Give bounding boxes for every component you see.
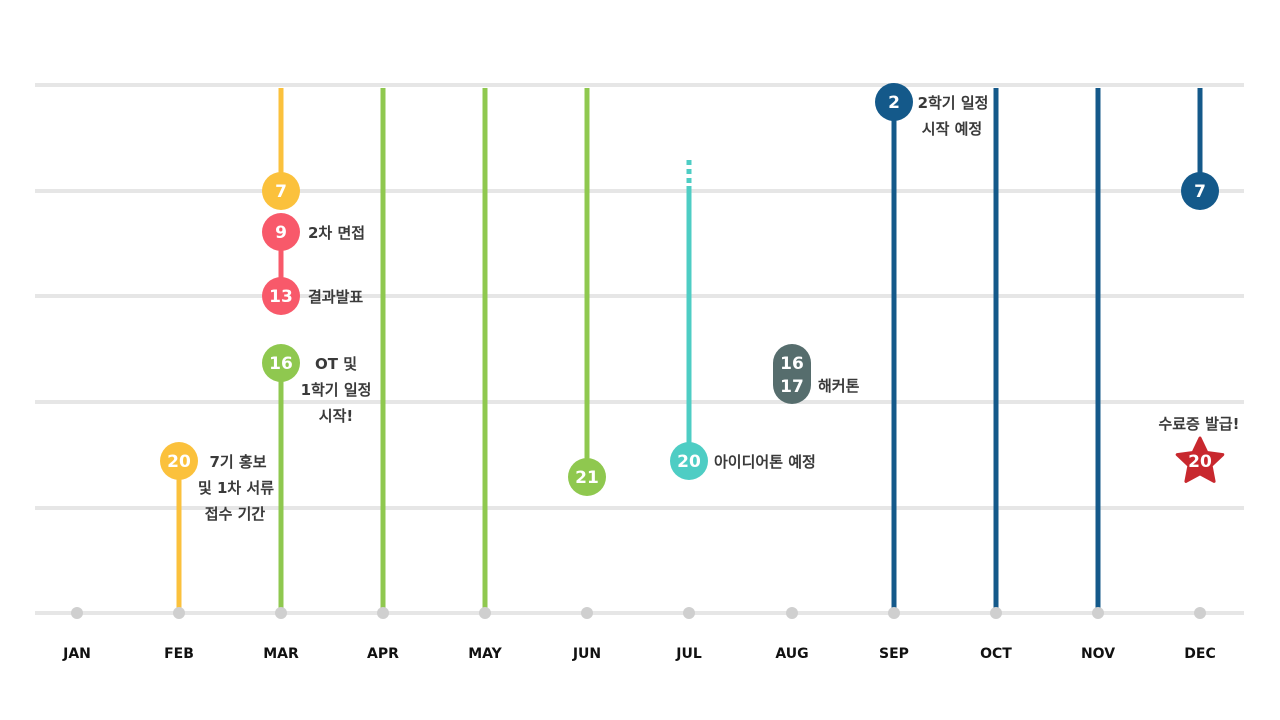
event-day: 21	[575, 468, 599, 488]
month-label-aug: AUG	[775, 646, 808, 662]
month-dot-apr	[377, 607, 389, 619]
event-dec-7: 7	[1181, 172, 1219, 210]
month-label-jun: JUN	[572, 646, 601, 662]
month-dot-aug	[786, 607, 798, 619]
event-marker	[875, 83, 913, 121]
event-marker	[262, 344, 300, 382]
event-mar-13: 13 결과발표	[262, 277, 363, 315]
month-labels: JAN FEB MAR APR MAY JUN JUL AUG SEP OCT …	[62, 646, 1216, 662]
month-dot-may	[479, 607, 491, 619]
event-day: 16	[780, 354, 804, 374]
event-day: 9	[275, 223, 287, 243]
month-label-mar: MAR	[263, 646, 299, 662]
event-dec-20: 수료증 발급! 20	[1158, 415, 1240, 483]
event-label-line: 시작 예정	[922, 120, 982, 138]
month-label-may: MAY	[468, 646, 502, 662]
month-dot-feb	[173, 607, 185, 619]
month-dot-oct	[990, 607, 1002, 619]
month-dot-sep	[888, 607, 900, 619]
event-label-line: 수료증 발급!	[1158, 415, 1239, 433]
month-dot-jun	[581, 607, 593, 619]
event-feb-20: 20 7기 홍보 및 1차 서류 접수 기간	[160, 442, 274, 523]
event-label-line: 2학기 일정	[918, 94, 989, 112]
events: 20 7기 홍보 및 1차 서류 접수 기간 7 9 2차 면접 13 결과발표…	[160, 83, 1240, 523]
event-sep-2: 2 2학기 일정 시작 예정	[875, 83, 988, 138]
event-label-line: 1학기 일정	[301, 381, 372, 399]
event-label-line: OT 및	[315, 355, 357, 373]
month-dot-mar	[275, 607, 287, 619]
event-day: 20	[1188, 452, 1212, 472]
event-marker-pill	[773, 344, 811, 404]
event-label-line: 및 1차 서류	[198, 479, 274, 497]
event-day: 16	[269, 354, 293, 374]
event-marker	[262, 213, 300, 251]
event-day: 7	[1194, 182, 1206, 202]
month-dot-nov	[1092, 607, 1104, 619]
event-label-line: 시작!	[319, 407, 353, 425]
month-dot-jan	[71, 607, 83, 619]
month-label-jul: JUL	[675, 646, 702, 662]
month-dots	[71, 607, 1206, 619]
event-day: 20	[167, 452, 191, 472]
event-jun-21: 21	[568, 458, 606, 496]
event-marker	[262, 172, 300, 210]
event-marker	[160, 442, 198, 480]
event-jul-20: 20 아이디어톤 예정	[670, 442, 816, 480]
event-mar-7: 7	[262, 172, 300, 210]
event-day: 13	[269, 287, 293, 307]
month-label-apr: APR	[367, 646, 399, 662]
star-icon	[1175, 436, 1225, 483]
event-label-line: 2차 면접	[308, 224, 365, 242]
month-label-jan: JAN	[62, 646, 91, 662]
month-label-dec: DEC	[1184, 646, 1215, 662]
event-marker	[262, 277, 300, 315]
month-label-nov: NOV	[1081, 646, 1115, 662]
month-dot-dec	[1194, 607, 1206, 619]
event-mar-9: 9 2차 면접	[262, 213, 365, 251]
month-label-oct: OCT	[980, 646, 1012, 662]
month-bars	[176, 88, 1203, 612]
event-label-line: 7기 홍보	[209, 453, 266, 471]
event-mar-16: 16 OT 및 1학기 일정 시작!	[262, 344, 371, 425]
event-label-line: 해커톤	[818, 377, 860, 395]
event-day: 20	[677, 452, 701, 472]
event-marker	[670, 442, 708, 480]
event-label-line: 결과발표	[308, 288, 363, 306]
event-day: 7	[275, 182, 287, 202]
event-marker	[1181, 172, 1219, 210]
event-marker	[568, 458, 606, 496]
event-day: 2	[888, 93, 900, 113]
event-label-line: 아이디어톤 예정	[714, 453, 816, 471]
grid-lines	[35, 83, 1244, 615]
event-label-line: 접수 기간	[205, 505, 266, 523]
event-day-2: 17	[780, 377, 804, 397]
event-aug-16-17: 16 17 해커톤	[773, 344, 860, 404]
month-dot-jul	[683, 607, 695, 619]
month-label-feb: FEB	[164, 646, 194, 662]
month-label-sep: SEP	[879, 646, 909, 662]
